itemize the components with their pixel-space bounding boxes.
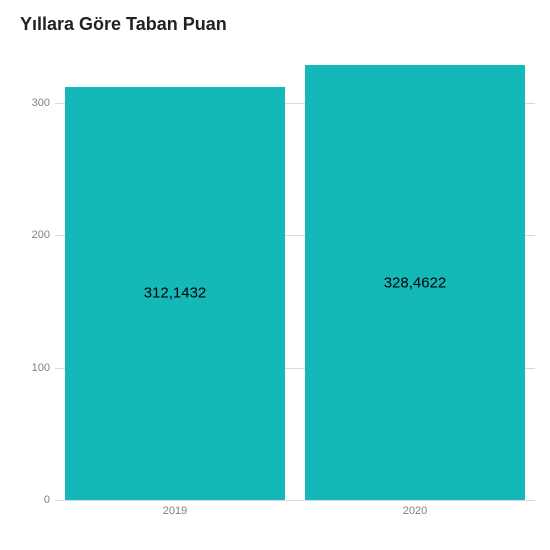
bar: 312,1432 (65, 87, 286, 500)
gridline (55, 500, 535, 501)
chart-title: Yıllara Göre Taban Puan (20, 14, 227, 35)
y-tick-label: 200 (10, 229, 50, 241)
y-tick-label: 300 (10, 97, 50, 109)
x-tick-label: 2019 (163, 505, 187, 517)
bar-value-label: 312,1432 (65, 285, 286, 302)
x-tick-label: 2020 (403, 505, 427, 517)
plot-area: 312,1432 328,4622 (55, 50, 535, 500)
bar: 328,4622 (305, 65, 526, 500)
bar-value-label: 328,4622 (305, 274, 526, 291)
y-tick-label: 100 (10, 362, 50, 374)
y-tick-label: 0 (10, 494, 50, 506)
